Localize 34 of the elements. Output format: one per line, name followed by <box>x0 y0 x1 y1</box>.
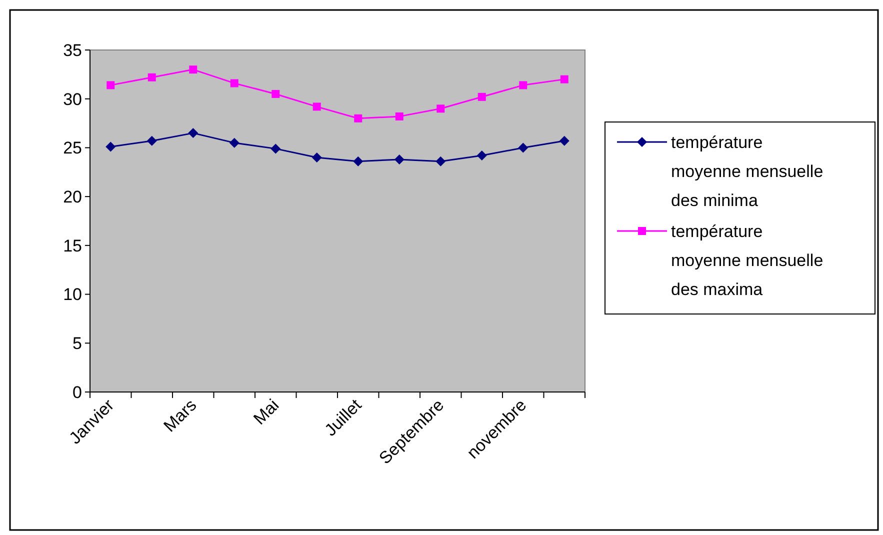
point <box>559 136 570 146</box>
y-tick-label: 0 <box>72 382 82 402</box>
point <box>189 66 198 74</box>
legend-label: température moyenne mensuelle des maxima <box>671 222 824 299</box>
point <box>230 79 238 88</box>
point <box>353 156 364 166</box>
point <box>106 81 115 90</box>
point <box>146 136 157 146</box>
point <box>519 81 528 90</box>
point <box>272 90 280 98</box>
point <box>476 150 487 161</box>
point <box>312 152 322 162</box>
point <box>436 104 445 113</box>
point <box>518 142 528 153</box>
point <box>270 144 281 154</box>
point <box>354 114 362 122</box>
y-tick-label: 10 <box>63 285 82 304</box>
point <box>229 138 240 148</box>
point <box>148 73 156 82</box>
y-tick-label: 15 <box>63 236 82 256</box>
point <box>478 92 486 101</box>
point <box>560 75 568 84</box>
point <box>312 102 321 111</box>
point <box>394 154 404 164</box>
point <box>436 156 446 166</box>
x-tick-label: Mai <box>250 396 283 428</box>
y-tick-label: 5 <box>72 334 82 354</box>
point <box>188 128 198 138</box>
y-tick-label: 35 <box>63 40 82 60</box>
point <box>106 142 116 152</box>
point <box>395 112 404 120</box>
y-tick-label: 25 <box>63 138 82 158</box>
y-tick-label: 20 <box>63 188 82 207</box>
y-tick-label: 30 <box>63 90 82 109</box>
